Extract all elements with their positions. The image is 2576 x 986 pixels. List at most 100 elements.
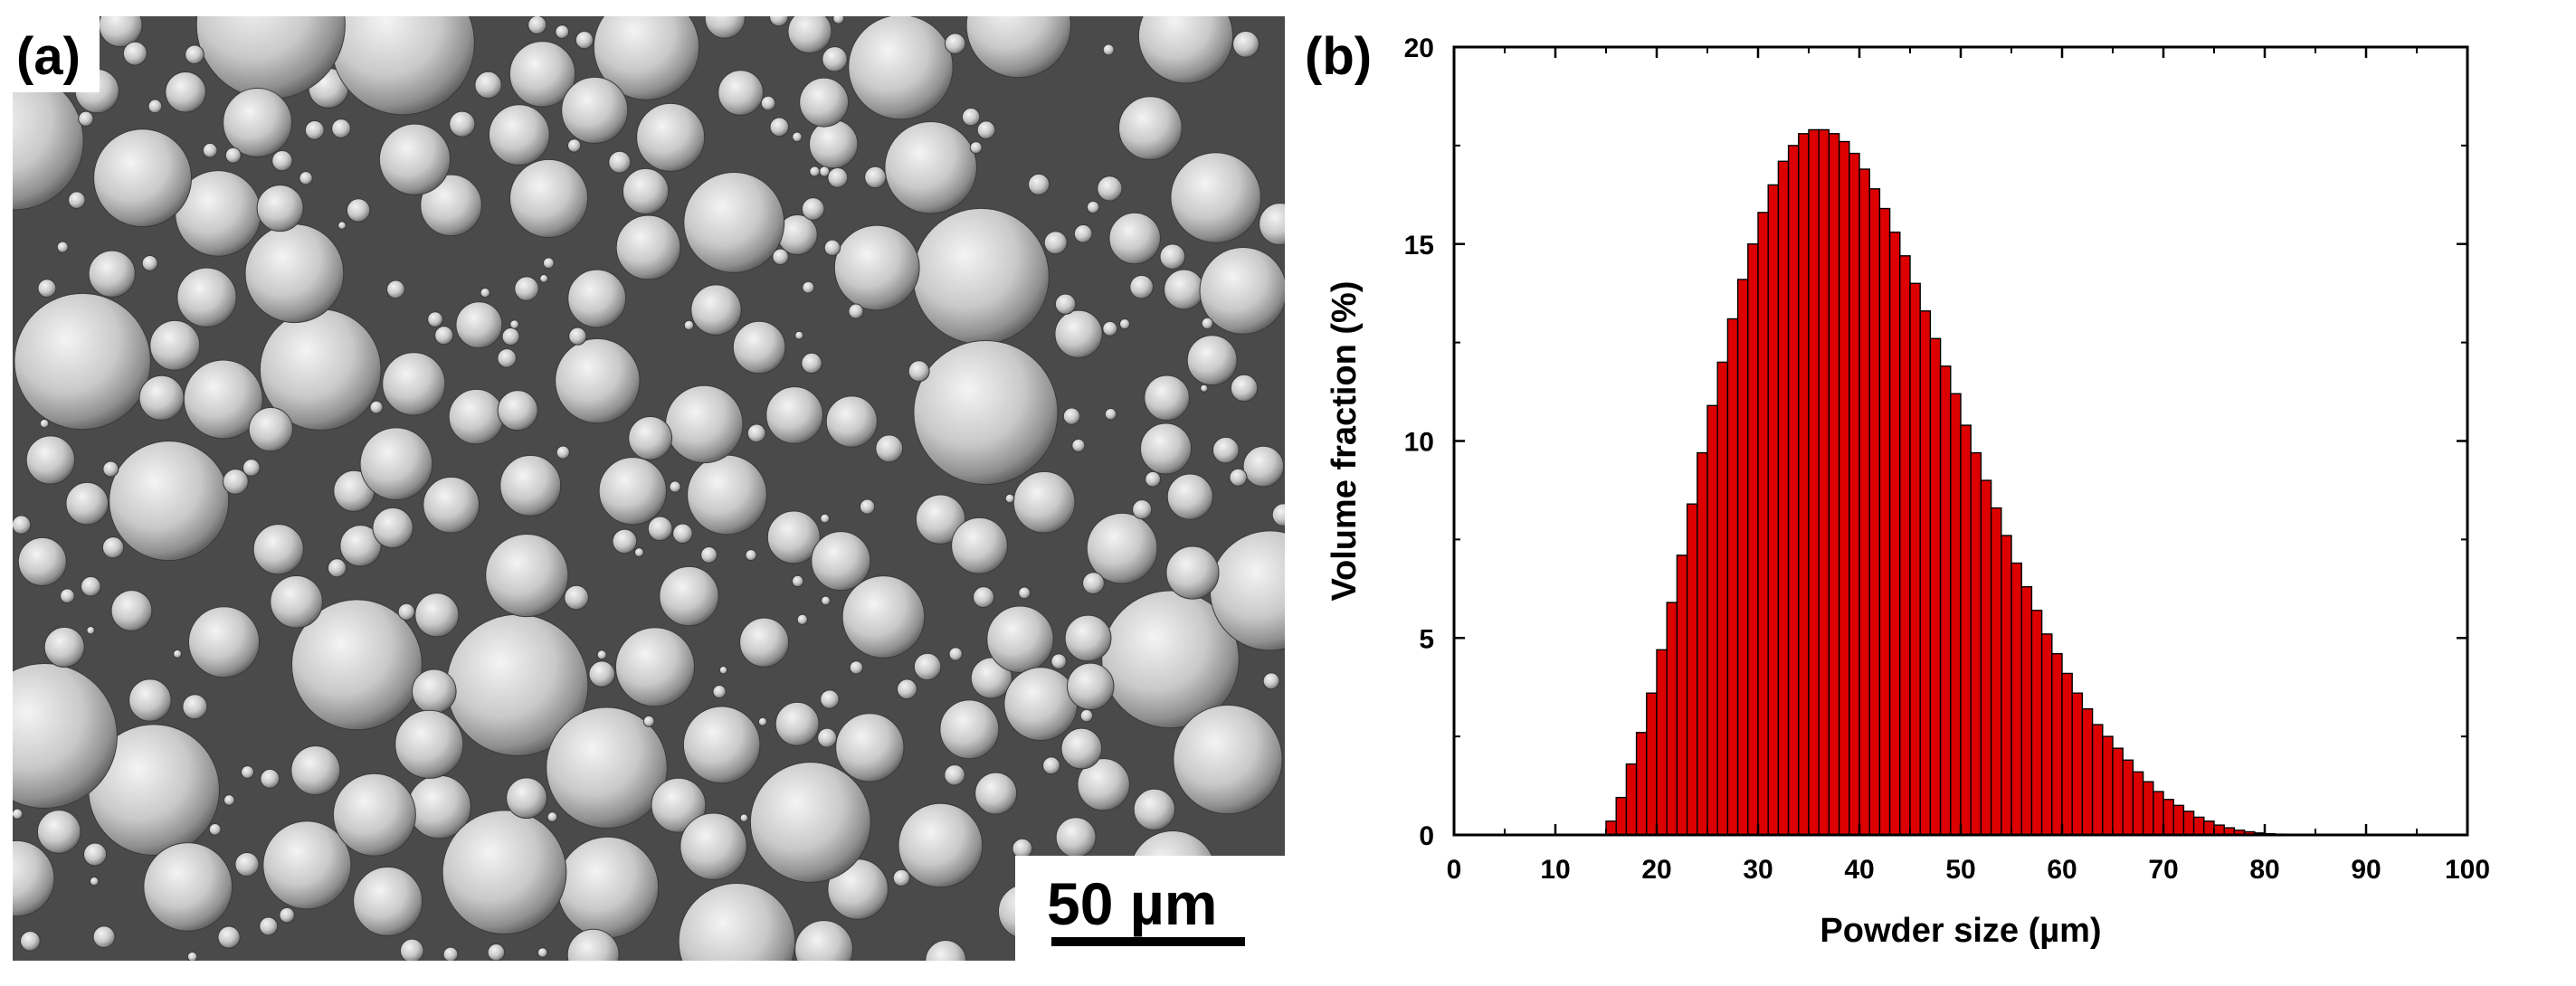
powder-particle	[1063, 408, 1079, 424]
histogram-bar	[1951, 393, 1961, 835]
powder-particle	[1105, 409, 1116, 420]
powder-particle	[1004, 668, 1078, 741]
powder-particle	[37, 811, 81, 854]
powder-particle	[540, 274, 548, 282]
histogram-bar	[1768, 185, 1778, 835]
powder-particle	[849, 304, 863, 318]
powder-particle	[634, 548, 643, 557]
powder-particle	[977, 121, 995, 139]
powder-particle	[913, 208, 1049, 344]
powder-particle	[810, 166, 820, 176]
y-tick-label: 10	[1404, 428, 1434, 458]
x-tick-label: 90	[2351, 855, 2381, 885]
powder-particle	[666, 385, 743, 462]
powder-particle	[1130, 275, 1154, 299]
powder-particle	[174, 649, 182, 658]
x-tick-label: 40	[1844, 855, 1874, 885]
powder-particle	[770, 118, 789, 137]
powder-particle	[1055, 310, 1102, 357]
powder-particle	[537, 948, 547, 958]
powder-particle	[684, 320, 693, 329]
powder-particle	[812, 532, 870, 591]
powder-particle	[44, 627, 84, 667]
powder-particle	[245, 224, 344, 323]
x-tick-label: 60	[2047, 855, 2077, 885]
powder-particle	[914, 653, 941, 680]
powder-particle	[123, 42, 147, 65]
powder-particle	[129, 679, 171, 721]
powder-particle	[766, 387, 823, 444]
powder-particle	[775, 702, 819, 745]
powder-particle	[61, 589, 75, 603]
powder-particle	[719, 667, 727, 674]
histogram-bar	[1961, 425, 1971, 835]
powder-particle	[507, 778, 547, 819]
histogram-bar	[1910, 283, 1920, 835]
histogram-bar	[2123, 760, 2133, 835]
powder-particle	[616, 215, 680, 280]
powder-particle	[185, 45, 204, 64]
scale-bar-label: 50 µm	[1047, 870, 1217, 937]
histogram-bar	[1647, 693, 1657, 835]
powder-particle	[893, 869, 909, 886]
powder-particle	[1164, 270, 1204, 309]
powder-particle	[733, 321, 785, 374]
histogram-bar	[1809, 129, 1819, 835]
powder-particle	[1005, 494, 1014, 503]
powder-particle	[822, 596, 831, 605]
powder-particle	[898, 679, 917, 699]
histogram-bar	[2173, 805, 2183, 835]
powder-particle	[450, 111, 475, 137]
powder-particle	[328, 559, 346, 577]
y-tick-label: 20	[1404, 33, 1434, 63]
powder-particle	[850, 661, 862, 674]
powder-particle	[970, 142, 982, 154]
powder-particle	[1068, 663, 1114, 709]
powder-particle	[1201, 384, 1208, 392]
x-tick-label: 0	[1447, 855, 1462, 885]
powder-particle	[1098, 176, 1122, 201]
histogram-bar	[1717, 362, 1727, 835]
powder-particle	[338, 222, 347, 230]
powder-particle	[373, 507, 413, 547]
powder-particle	[428, 312, 443, 327]
powder-particle	[987, 606, 1053, 672]
powder-particle	[475, 71, 501, 98]
histogram-bar	[1971, 453, 1981, 835]
powder-particle	[84, 843, 107, 866]
powder-particle	[822, 47, 848, 72]
powder-particle	[498, 391, 537, 431]
powder-particle	[1074, 225, 1092, 243]
powder-particle	[1230, 469, 1247, 486]
powder-particle	[502, 328, 519, 346]
histogram-bar	[1819, 129, 1829, 835]
powder-particle	[691, 285, 741, 335]
powder-particle	[144, 843, 233, 932]
powder-particle	[1103, 44, 1114, 55]
powder-particle	[792, 575, 803, 586]
powder-particle	[876, 435, 903, 462]
powder-particle	[809, 120, 857, 168]
powder-particle	[802, 198, 824, 221]
powder-particle	[21, 931, 41, 951]
powder-particle	[90, 877, 98, 885]
powder-particle	[1133, 500, 1152, 519]
histogram-bar	[1697, 453, 1707, 835]
histogram-bar	[2062, 673, 2072, 835]
y-tick-label: 5	[1419, 624, 1434, 654]
powder-particle	[833, 16, 844, 24]
powder-particle	[515, 277, 539, 301]
histogram-bar	[2163, 800, 2173, 835]
powder-particle	[354, 867, 423, 936]
powder-particle	[1119, 97, 1183, 160]
powder-particle	[793, 132, 803, 142]
powder-particle	[1043, 757, 1060, 774]
powder-particle	[1056, 818, 1096, 858]
powder-particle	[102, 537, 123, 558]
powder-particle	[1202, 318, 1212, 328]
powder-particle	[1051, 654, 1067, 669]
histogram-bar	[1778, 161, 1788, 835]
powder-particle	[802, 353, 822, 373]
powder-particle	[803, 281, 814, 293]
